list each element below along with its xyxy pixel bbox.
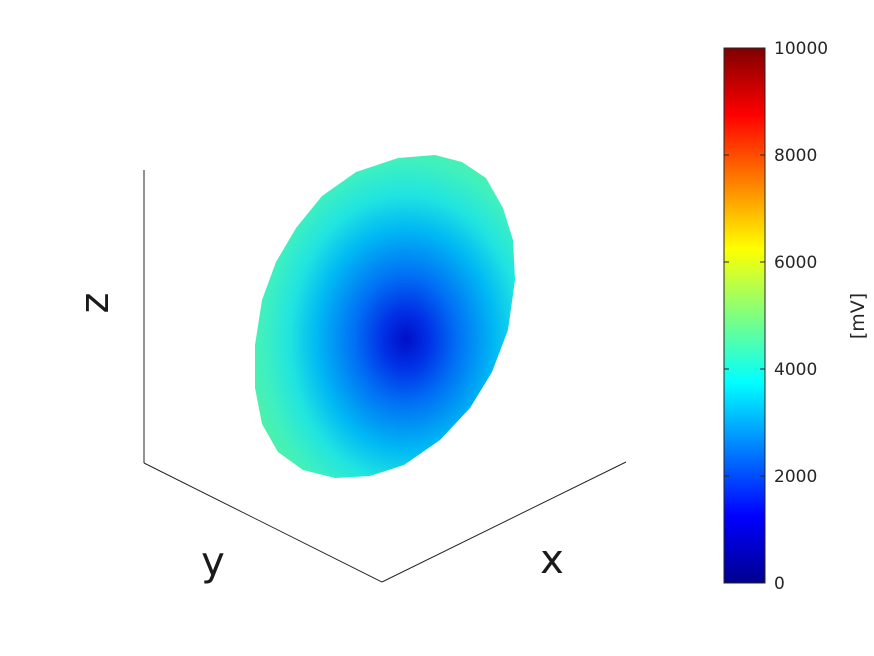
colorbar-gradient [723, 47, 766, 584]
colorbar-tick-label: 10000 [774, 39, 828, 59]
colorbar-tick-label: 2000 [774, 467, 817, 487]
colorbar-tick-label: 8000 [774, 146, 817, 166]
z-axis-label: z [72, 293, 118, 314]
colorbar: 0 2000 4000 6000 8000 10000 [mV] [723, 39, 869, 594]
colorbar-tick-label: 6000 [774, 253, 817, 273]
colorbar-tick-label: 4000 [774, 360, 817, 380]
ellipsoid-surface [255, 155, 515, 478]
x-axis-line [381, 461, 627, 583]
surface-plot [255, 155, 515, 478]
x-axis-label: x [540, 537, 564, 583]
y-axis-line [143, 462, 383, 583]
colorbar-ticks: 0 2000 4000 6000 8000 10000 [724, 39, 828, 594]
axis-lines [143, 170, 627, 583]
colorbar-tick-label: 0 [774, 574, 785, 594]
y-axis-label: y [201, 539, 225, 585]
colorbar-title: [mV] [847, 293, 869, 339]
